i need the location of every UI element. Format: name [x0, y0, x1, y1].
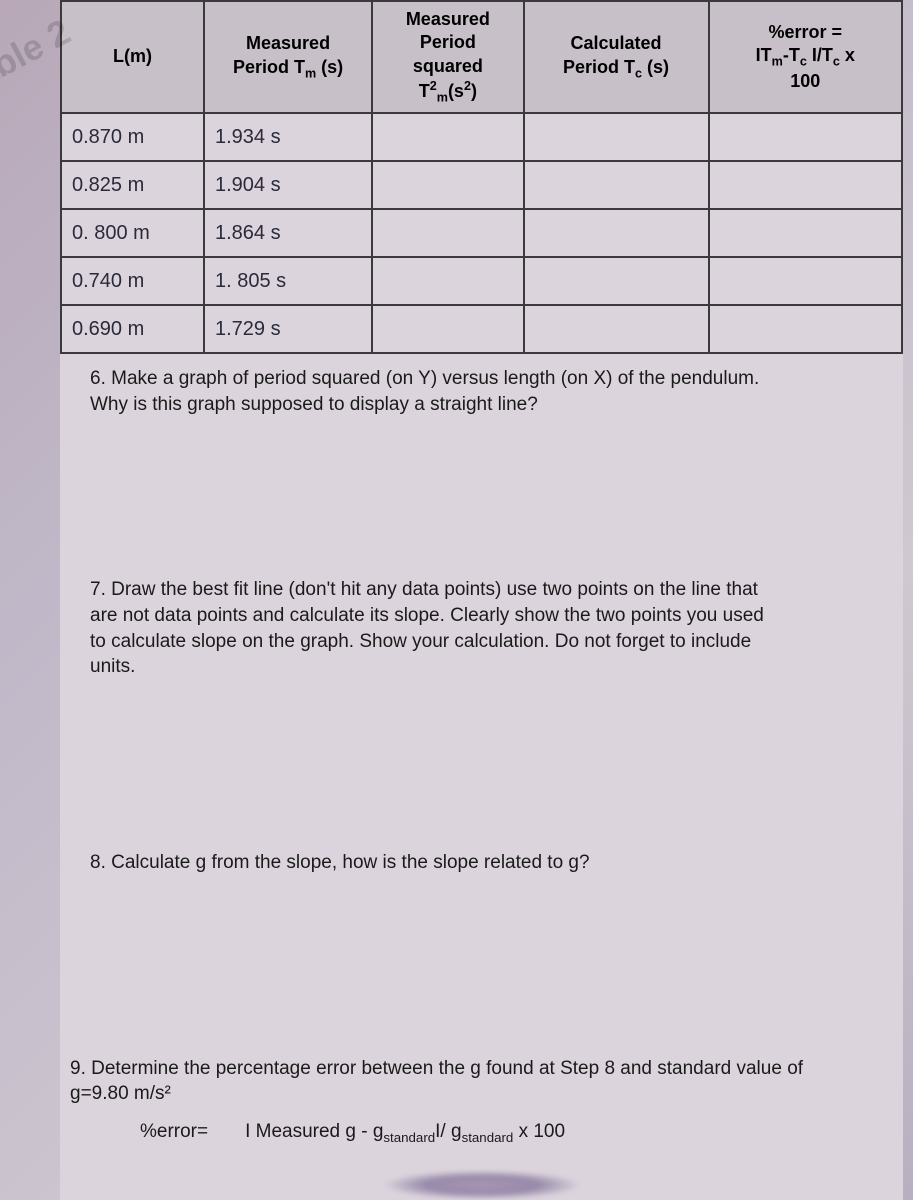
header-text: Period Tc (s): [563, 57, 669, 77]
question-text: are not data points and calculate its sl…: [90, 605, 764, 626]
table-row: 0.690 m 1.729 s: [61, 305, 902, 353]
header-text: 100: [790, 71, 820, 91]
cell-length: 0.870 m: [61, 113, 204, 161]
header-text: Measured: [246, 33, 330, 53]
cell-calculated-period: [524, 257, 709, 305]
cell-period-squared: [372, 113, 523, 161]
header-text: Calculated: [571, 33, 662, 53]
question-text: units.: [90, 656, 135, 677]
cell-length: 0.825 m: [61, 161, 204, 209]
formula-expr: I Measured g - gstandardI/ gstandard x 1…: [245, 1121, 565, 1142]
cell-measured-period: 1.729 s: [204, 305, 372, 353]
header-percent-error: %error = ITm-Tc I/Tc x 100: [709, 1, 902, 113]
header-text: Period: [420, 32, 476, 52]
question-text: 9. Determine the percentage error betwee…: [70, 1058, 803, 1079]
table-row: 0.825 m 1.904 s: [61, 161, 902, 209]
cell-calculated-period: [524, 113, 709, 161]
header-period-squared: Measured Period squared T2m(s2): [372, 1, 523, 113]
cell-length: 0.740 m: [61, 257, 204, 305]
header-text: Measured: [406, 9, 490, 29]
cell-error: [709, 161, 902, 209]
cell-calculated-period: [524, 209, 709, 257]
header-length: L(m): [61, 1, 204, 113]
question-text: to calculate slope on the graph. Show yo…: [90, 631, 751, 652]
cell-period-squared: [372, 161, 523, 209]
header-text: T2m(s2): [419, 81, 477, 101]
question-8: 8. Calculate g from the slope, how is th…: [90, 680, 873, 876]
bottom-decoration: [382, 1170, 582, 1200]
question-text: Why is this graph supposed to display a …: [90, 394, 538, 415]
table-row: 0.740 m 1. 805 s: [61, 257, 902, 305]
formula-label: %error=: [140, 1121, 208, 1142]
cell-error: [709, 209, 902, 257]
cell-error: [709, 257, 902, 305]
cell-error: [709, 305, 902, 353]
cell-measured-period: 1.934 s: [204, 113, 372, 161]
header-text: Period Tm (s): [233, 57, 343, 77]
data-table: L(m) Measured Period Tm (s) Measured Per…: [60, 0, 903, 354]
table-row: 0.870 m 1.934 s: [61, 113, 902, 161]
question-text: 7. Draw the best fit line (don't hit any…: [90, 579, 758, 600]
worksheet-page: L(m) Measured Period Tm (s) Measured Per…: [60, 0, 903, 1200]
cell-length: 0.690 m: [61, 305, 204, 353]
question-text: 6. Make a graph of period squared (on Y)…: [90, 368, 759, 389]
cell-calculated-period: [524, 305, 709, 353]
question-text: 8. Calculate g from the slope, how is th…: [90, 852, 590, 873]
cell-calculated-period: [524, 161, 709, 209]
cell-period-squared: [372, 209, 523, 257]
header-calculated-period: Calculated Period Tc (s): [524, 1, 709, 113]
header-text: squared: [413, 56, 483, 76]
question-7: 7. Draw the best fit line (don't hit any…: [90, 417, 873, 680]
question-6: 6. Make a graph of period squared (on Y)…: [90, 362, 873, 417]
header-text: %error =: [769, 22, 843, 42]
question-text: g=9.80 m/s²: [70, 1083, 171, 1104]
cell-measured-period: 1.864 s: [204, 209, 372, 257]
table-row: 0. 800 m 1.864 s: [61, 209, 902, 257]
cell-measured-period: 1. 805 s: [204, 257, 372, 305]
error-formula: %error= I Measured g - gstandardI/ gstan…: [70, 1107, 873, 1147]
question-9: 9. Determine the percentage error betwee…: [70, 876, 873, 1147]
cell-error: [709, 113, 902, 161]
cell-period-squared: [372, 305, 523, 353]
cell-measured-period: 1.904 s: [204, 161, 372, 209]
table-header-row: L(m) Measured Period Tm (s) Measured Per…: [61, 1, 902, 113]
questions-section: 6. Make a graph of period squared (on Y)…: [60, 354, 903, 1167]
header-text: ITm-Tc I/Tc x: [756, 45, 855, 65]
cell-period-squared: [372, 257, 523, 305]
cell-length: 0. 800 m: [61, 209, 204, 257]
header-measured-period: Measured Period Tm (s): [204, 1, 372, 113]
